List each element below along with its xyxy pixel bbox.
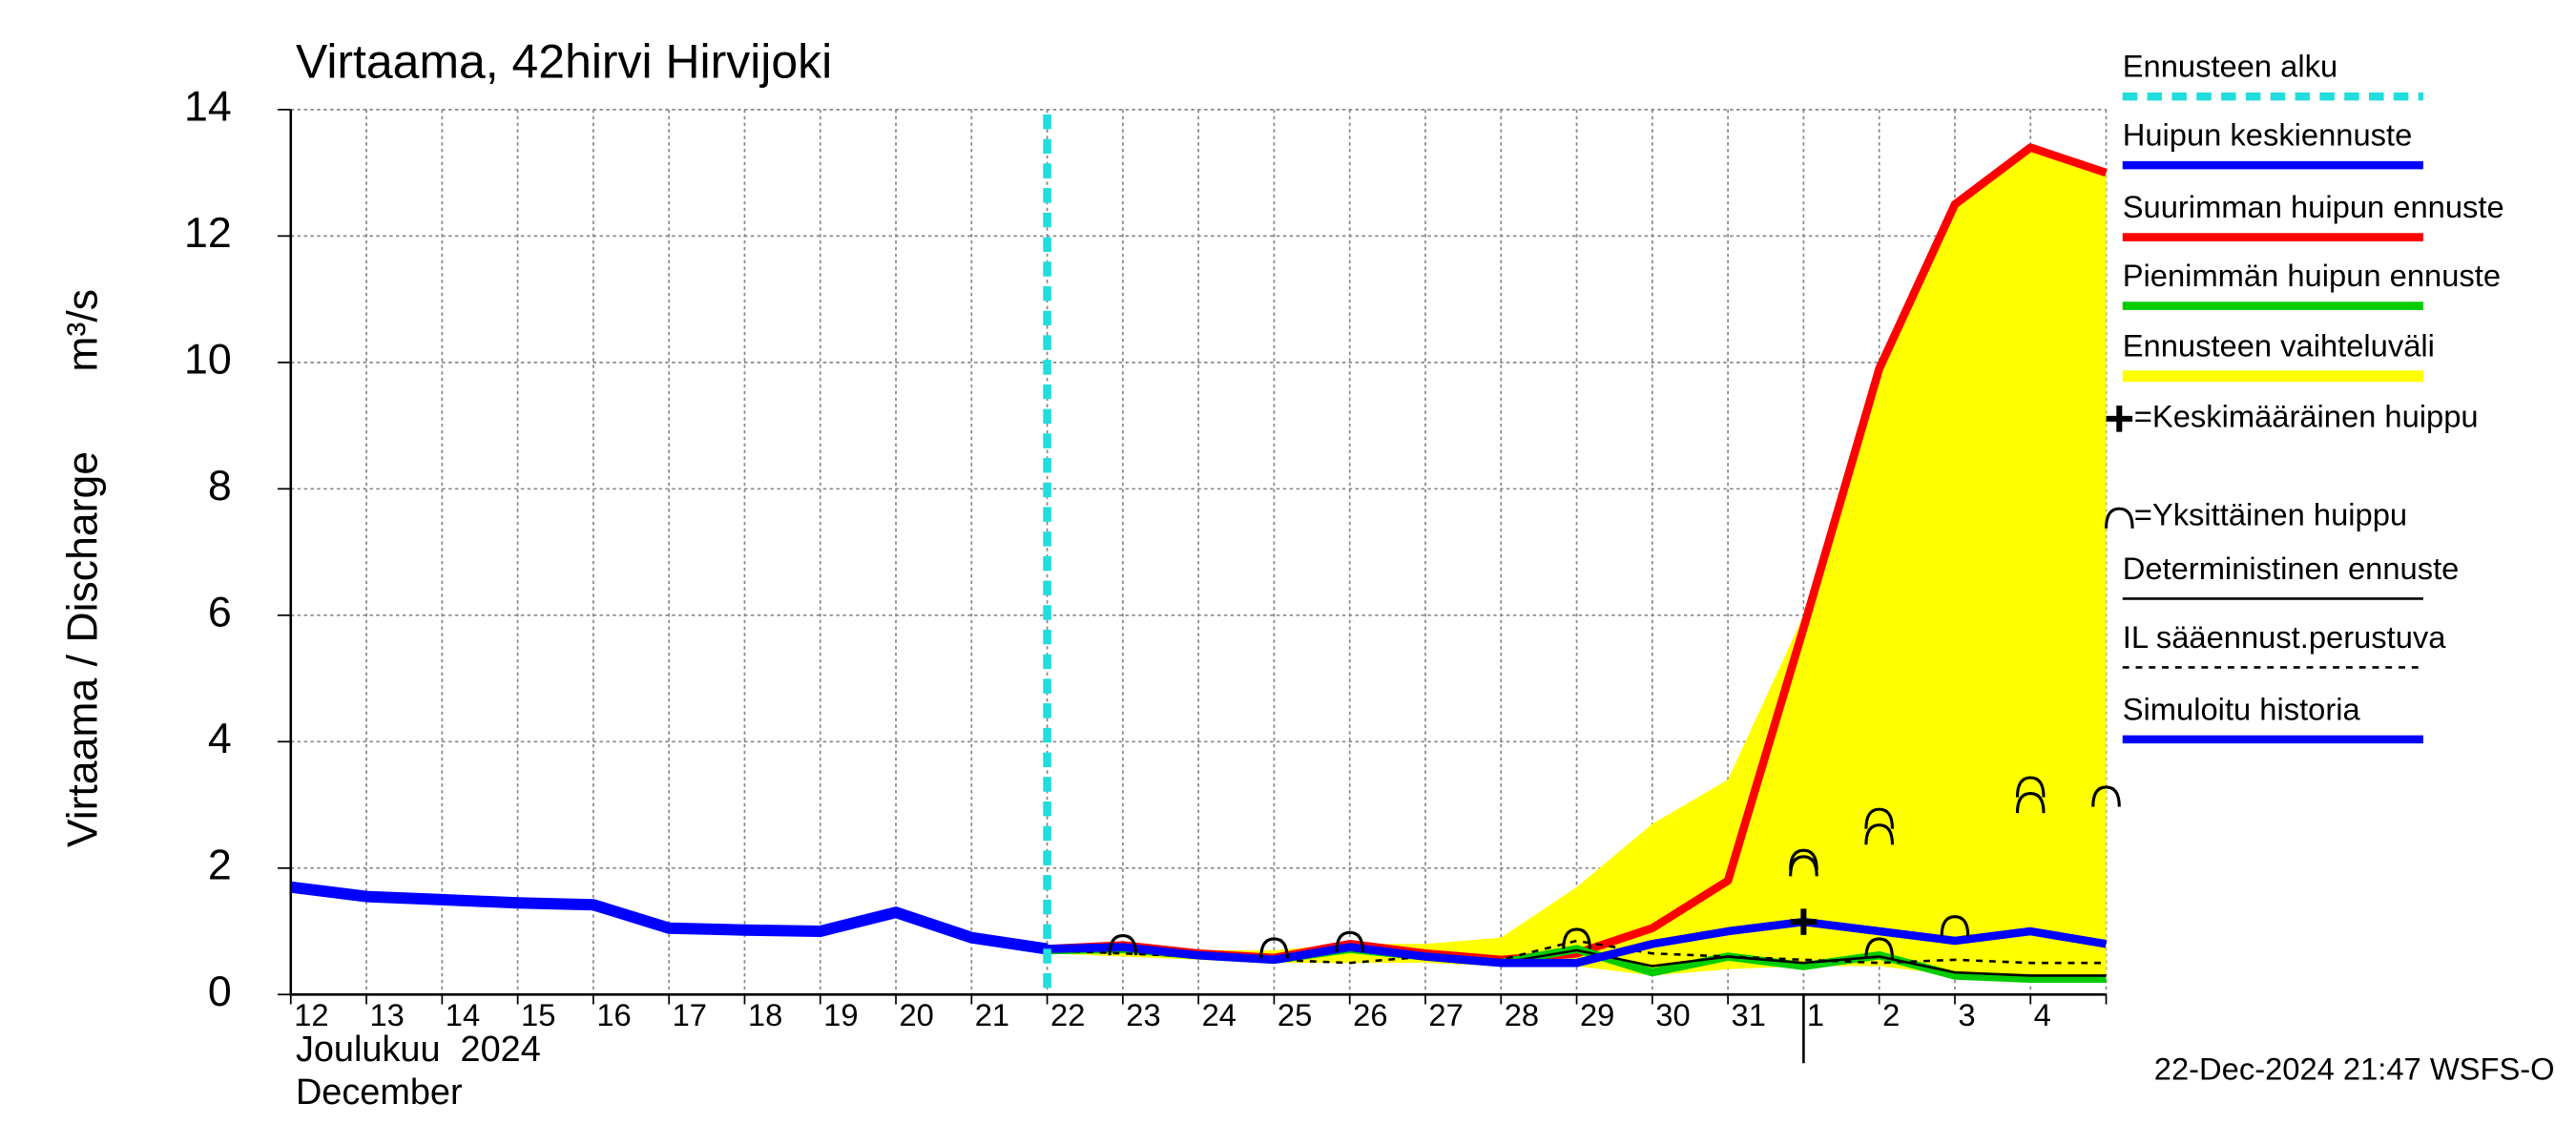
x-tick-label: 2 <box>1882 997 1900 1032</box>
single-peak <box>1335 930 1365 952</box>
y-tick-label: 10 <box>184 337 232 384</box>
y-tick-label: 6 <box>208 590 232 636</box>
y-tick-label: 2 <box>208 843 232 889</box>
month-label: December <box>296 1072 463 1113</box>
y-label: Virtaama / Discharge <box>59 451 106 847</box>
single-peak <box>2015 776 2046 798</box>
x-tick-label: 29 <box>1580 997 1614 1032</box>
x-tick-label: 28 <box>1505 997 1539 1032</box>
legend-label: Deterministinen ennuste <box>2123 551 2460 586</box>
x-tick-label: 31 <box>1732 997 1766 1032</box>
x-tick-label: 13 <box>370 997 405 1032</box>
y-tick-label: 12 <box>184 210 232 257</box>
single-peak <box>1108 934 1138 956</box>
series-line <box>1047 917 2108 968</box>
timestamp: 22-Dec-2024 21:47 WSFS-O <box>2154 1051 2555 1087</box>
x-tick-label: 17 <box>673 997 707 1032</box>
y-tick-label: 4 <box>208 716 232 762</box>
x-tick-label: 15 <box>521 997 555 1032</box>
single-peak <box>2015 792 2046 814</box>
single-peak <box>2091 785 2121 807</box>
legend-label: Pienimmän huipun ennuste <box>2123 258 2501 293</box>
x-tick-label: 1 <box>1807 997 1824 1032</box>
legend-label: =Keskimääräinen huippu <box>2134 399 2479 434</box>
single-peak <box>1864 937 1895 959</box>
x-tick-label: 12 <box>294 997 328 1032</box>
single-peak <box>1940 915 1970 937</box>
legend-label: =Yksittäinen huippu <box>2134 496 2407 531</box>
legend-label: Ennusteen alku <box>2123 49 2337 84</box>
x-tick-label: 16 <box>596 997 631 1032</box>
single-peak <box>1789 848 1818 870</box>
y-tick-label: 14 <box>184 84 232 131</box>
axis <box>289 109 2107 996</box>
legend-label: Huipun keskiennuste <box>2123 117 2413 153</box>
x-tick-label: 24 <box>1202 997 1236 1032</box>
mean-peak <box>1790 908 1818 935</box>
x-tick-label: 22 <box>1050 997 1085 1032</box>
x-tick-label: 4 <box>2034 997 2051 1032</box>
x-tick-label: 30 <box>1655 997 1690 1032</box>
range-area <box>1047 147 2107 979</box>
legend-marker <box>2104 507 2134 529</box>
x-tick-label: 26 <box>1353 997 1387 1032</box>
y-unit: m³/s <box>59 289 106 372</box>
x-tick-label: 3 <box>1958 997 1975 1032</box>
x-tick-label: 18 <box>748 997 782 1032</box>
x-tick-label: 20 <box>899 997 933 1032</box>
legend-marker <box>2106 406 2133 432</box>
x-tick-label: 21 <box>975 997 1009 1032</box>
x-tick-label: 23 <box>1126 997 1160 1032</box>
legend-label: Suurimman huipun ennuste <box>2123 189 2504 224</box>
series-line <box>290 881 1049 955</box>
single-peak <box>1562 927 1591 949</box>
single-peak <box>1864 807 1895 829</box>
y-tick-label: 0 <box>208 968 232 1015</box>
legend-label: IL sääennust.perustuva <box>2123 619 2447 655</box>
y-tick-label: 8 <box>208 463 232 510</box>
month-label: Joulukuu 2024 <box>296 1030 541 1070</box>
single-peak <box>1864 823 1895 845</box>
x-tick-label: 25 <box>1278 997 1312 1032</box>
x-tick-label: 14 <box>446 997 480 1032</box>
single-peak <box>1259 937 1289 959</box>
x-tick-label: 27 <box>1428 997 1463 1032</box>
legend-label: Ennusteen vaihteluväli <box>2123 328 2435 364</box>
x-tick-label: 19 <box>823 997 858 1032</box>
chart-title: Virtaama, 42hirvi Hirvijoki <box>296 35 832 89</box>
legend-label: Simuloitu historia <box>2123 691 2361 726</box>
